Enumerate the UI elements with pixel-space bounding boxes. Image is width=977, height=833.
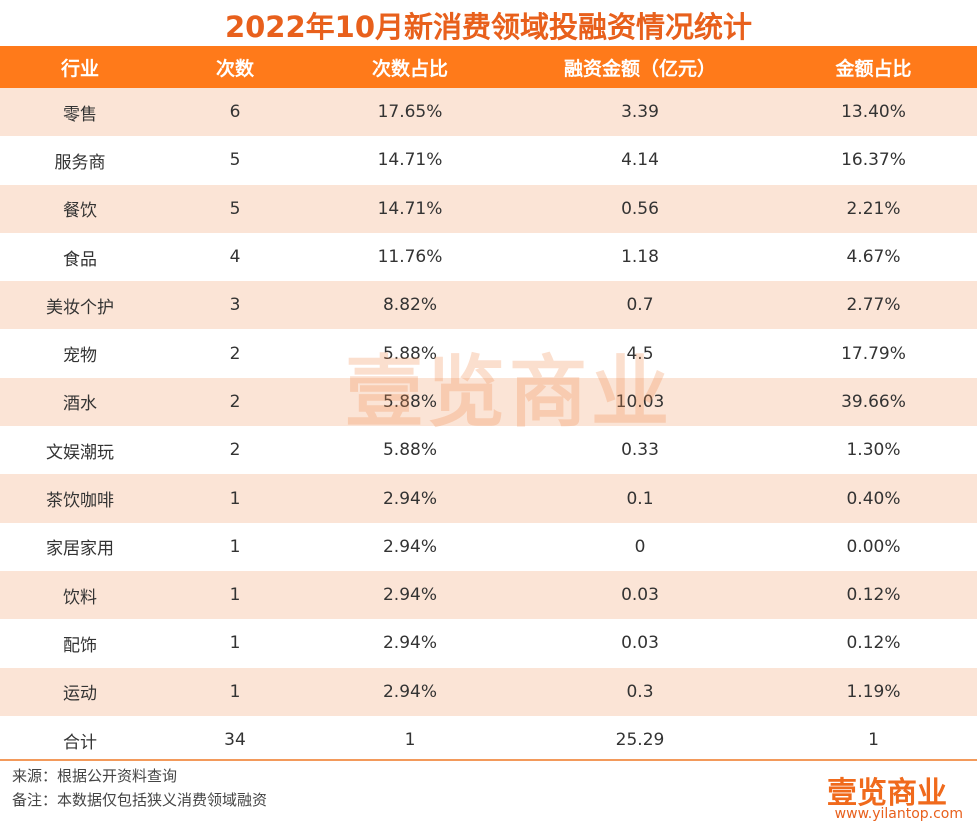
table-cell: 美妆个护 [46, 297, 114, 318]
table-row: 美妆个护 3 8.82% 0.7 2.77% [0, 281, 977, 330]
table-cell: 0.1 [626, 488, 654, 509]
header-cell: 行业 [60, 57, 99, 80]
table-cell: 1 [404, 730, 416, 750]
table-row: 茶饮咖啡 1 2.94% 0.1 0.40% [0, 474, 977, 523]
table-row: 零售 6 17.65% 3.39 13.40% [0, 88, 977, 137]
table-cell: 茶饮咖啡 [46, 491, 114, 512]
table-cell: 3.39 [621, 102, 659, 123]
table-cell: 2 [229, 440, 241, 461]
table-cell: 0.12% [846, 585, 901, 606]
table-cell: 4.14 [621, 150, 659, 171]
remark-note: 备注：本数据仅包括狭义消费领域融资 [12, 791, 268, 809]
header-cell: 金额占比 [835, 57, 912, 80]
table-cell: 1.30% [846, 440, 901, 461]
table-cell: 0.03 [621, 585, 659, 606]
table-cell: 服务商 [54, 152, 106, 173]
table-cell: 2 [229, 391, 241, 412]
table-cell: 5.88% [382, 440, 437, 461]
table-cell: 25.29 [615, 730, 665, 750]
table-cell: 配饰 [63, 635, 97, 656]
table-cell: 0.00% [846, 536, 901, 557]
table-cell: 4 [229, 247, 241, 268]
table-cell: 2.94% [382, 585, 437, 606]
table-cell: 饮料 [63, 587, 97, 608]
table-cell: 家居家用 [46, 539, 114, 560]
table-row: 食品 4 11.76% 1.18 4.67% [0, 233, 977, 281]
table-cell: 食品 [63, 249, 97, 270]
header-cell: 融资金额（亿元） [563, 57, 716, 80]
table-row: 文娱潮玩 2 5.88% 0.33 1.30% [0, 426, 977, 474]
table-cell: 2.94% [382, 681, 437, 702]
table-cell: 4.67% [846, 247, 901, 268]
table-cell: 0.56 [621, 198, 659, 219]
table-cell: 2.94% [382, 488, 437, 509]
table-cell: 1 [229, 585, 241, 606]
table-row: 运动 1 2.94% 0.3 1.19% [0, 667, 977, 716]
table-row: 饮料 1 2.94% 0.03 0.12% [0, 570, 977, 620]
table-cell: 1.19% [846, 681, 901, 702]
table-row: 宠物 2 5.88% 4.5 17.79% [0, 329, 977, 377]
table-cell: 宠物 [63, 346, 97, 367]
table-cell: 5 [229, 150, 241, 171]
table-row: 家居家用 1 2.94% 0 0.00% [0, 523, 977, 571]
table-cell: 2.21% [846, 198, 901, 219]
table-cell: 16.37% [841, 150, 906, 171]
table-row: 酒水 2 5.88% 10.03 39.66% [0, 377, 977, 427]
table-cell: 2.94% [382, 536, 437, 557]
table-cell: 0.3 [626, 681, 654, 702]
header-row: 行业 次数 次数占比 融资金额（亿元） 金额占比 [0, 46, 977, 88]
table-cell: 11.76% [377, 247, 443, 268]
logo: 壹览商业 [827, 776, 947, 811]
table-cell: 6 [229, 102, 241, 123]
table-cell: 1 [229, 633, 241, 654]
table-cell: 17.79% [841, 343, 906, 364]
table-row: 服务商 5 14.71% 4.14 16.37% [0, 136, 977, 184]
source-note: 来源：根据公开资料查询 [12, 767, 178, 785]
table-cell: 1 [229, 488, 241, 509]
table-cell: 2.94% [382, 633, 437, 654]
table-cell: 0.12% [846, 633, 901, 654]
table-cell: 0.33 [621, 440, 659, 461]
table-cell: 17.65% [377, 102, 443, 123]
header-cell: 次数 [215, 57, 254, 80]
table-cell: 34 [224, 730, 246, 750]
table-cell: 运动 [63, 684, 97, 705]
table-cell: 餐饮 [63, 201, 97, 222]
table-cell: 酒水 [63, 394, 97, 415]
table-cell: 1.18 [621, 247, 659, 268]
table-cell: 39.66% [841, 391, 906, 412]
table: 行业 次数 次数占比 融资金额（亿元） 金额占比零售 6 17.65% 3.39 13.40% 服… [0, 46, 977, 764]
table-cell: 5.88% [382, 391, 437, 412]
header-cell: 次数占比 [371, 57, 448, 80]
table-row: 合计 34 1 25.29 1 [0, 716, 977, 764]
table-cell: 10.03 [615, 391, 665, 412]
table-cell: 4.5 [626, 343, 654, 364]
table-cell: 5.88% [382, 343, 437, 364]
table-cell: 13.40% [841, 102, 906, 123]
table-cell: 14.71% [377, 198, 443, 219]
table-row: 配饰 1 2.94% 0.03 0.12% [0, 619, 977, 667]
table-cell: 2.77% [846, 295, 901, 316]
table-cell: 1 [229, 536, 241, 557]
table-cell: 0 [634, 536, 646, 557]
table-cell: 零售 [63, 104, 97, 125]
table-cell: 文娱潮玩 [46, 442, 114, 463]
table-cell: 0.40% [846, 488, 901, 509]
table-cell: 2 [229, 343, 241, 364]
divider [0, 759, 977, 761]
table-cell: 8.82% [382, 295, 437, 316]
table-cell: 5 [229, 198, 241, 219]
url: www.yilantop.com [834, 806, 963, 822]
title: 2022年10月新消费领域投融资情况统计 [224, 10, 753, 44]
table-cell: 14.71% [377, 150, 443, 171]
table-cell: 合计 [63, 732, 97, 753]
table-row: 餐饮 5 14.71% 0.56 2.21% [0, 184, 977, 233]
table-cell: 3 [229, 295, 241, 316]
table-cell: 0.7 [626, 295, 654, 316]
table-cell: 1 [868, 730, 879, 750]
table-cell: 0.03 [621, 633, 659, 654]
table-cell: 1 [229, 681, 241, 702]
